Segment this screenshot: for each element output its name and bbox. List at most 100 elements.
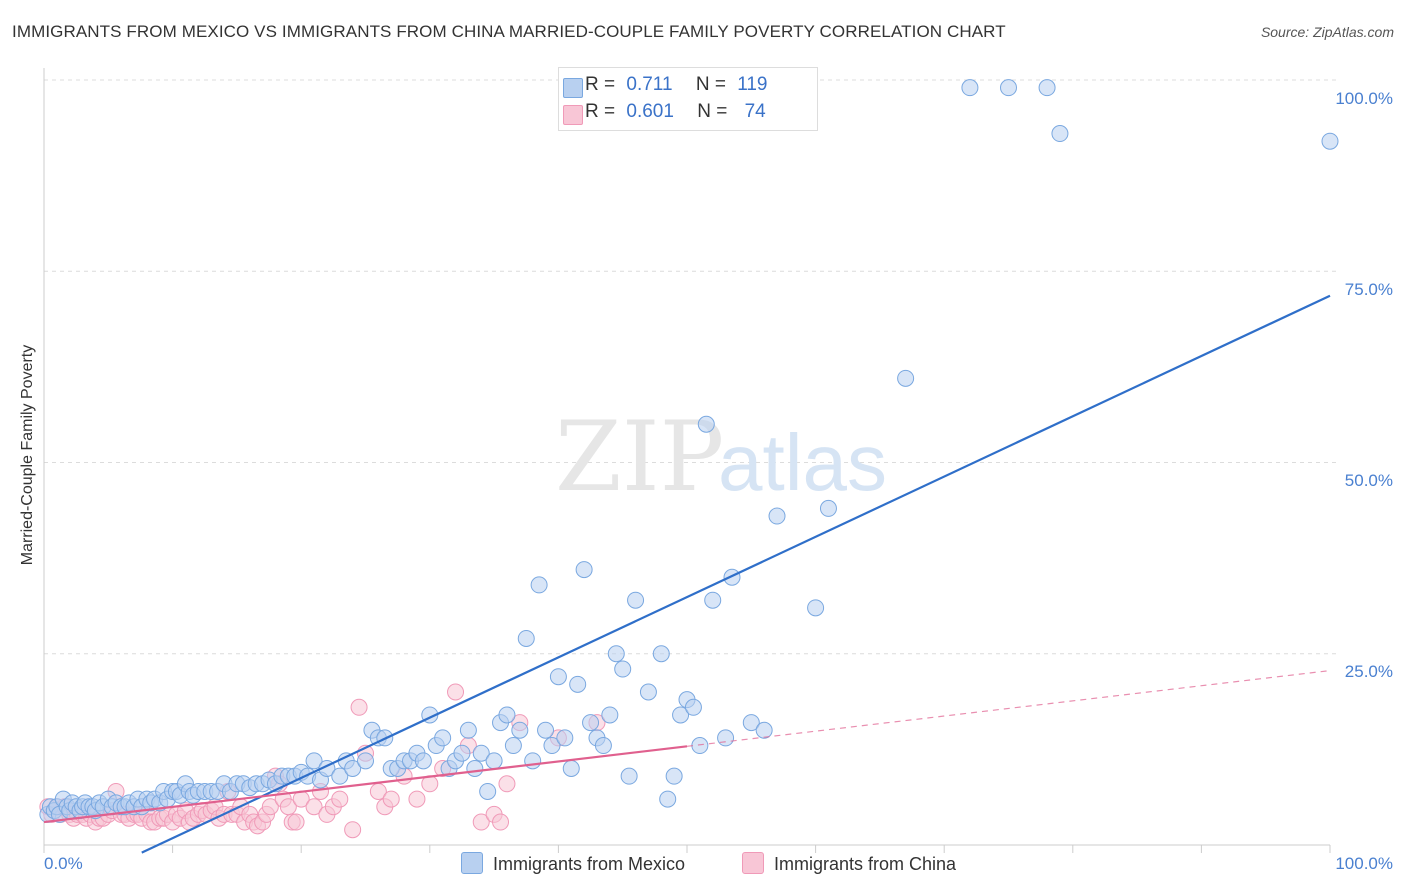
mexico-point: [504, 737, 522, 755]
mexico-swatch: [563, 78, 583, 98]
china-point: [350, 698, 368, 716]
mexico-point: [530, 576, 548, 594]
china-point: [492, 813, 510, 831]
x-tick-label-0: 0.0%: [44, 854, 83, 873]
legend-item-china[interactable]: Immigrants from China: [742, 852, 956, 875]
mexico-point: [569, 675, 587, 693]
mexico-point: [453, 744, 471, 762]
china-point: [344, 821, 362, 839]
legend-mexico-swatch: [461, 852, 483, 874]
mexico-point: [562, 760, 580, 777]
china-point: [472, 813, 490, 831]
mexico-point: [1000, 79, 1017, 97]
mexico-point: [1321, 132, 1339, 150]
china-n-label: N =: [697, 101, 728, 122]
mexico-point: [549, 668, 567, 686]
mexico-point: [459, 721, 477, 739]
y-tick-label-75: 75.0%: [1345, 280, 1393, 299]
mexico-point: [479, 782, 497, 800]
mexico-point: [511, 721, 529, 739]
mexico-point: [961, 79, 979, 97]
mexico-point: [543, 737, 561, 755]
mexico-trend-line: [141, 294, 1331, 854]
mexico-point: [897, 369, 915, 387]
y-tick-label-100: 100.0%: [1335, 89, 1393, 108]
mexico-point: [524, 752, 542, 770]
china-n-value: 74: [744, 101, 766, 122]
china-point: [382, 790, 400, 808]
china-r-value: 0.601: [626, 101, 674, 122]
china-swatch: [563, 105, 583, 125]
mexico-point: [768, 507, 786, 525]
x-tick-label-100: 100.0%: [1335, 854, 1393, 873]
axes: [43, 68, 1331, 853]
mexico-point: [819, 499, 837, 517]
mexico-point: [659, 790, 677, 808]
mexico-point: [537, 721, 555, 739]
mexico-point: [742, 714, 760, 732]
china-trend-line: [43, 745, 688, 824]
mexico-point: [697, 415, 715, 433]
mexico-point: [627, 591, 645, 609]
series-legend: Immigrants from Mexico Immigrants from C…: [0, 852, 1406, 878]
source-label: Source: ZipAtlas.com: [1260, 24, 1394, 40]
legend-row-china: R = 0.601 N = 74: [563, 101, 766, 127]
mexico-point: [1038, 79, 1056, 97]
mexico-point: [672, 706, 690, 724]
mexico-point: [652, 645, 670, 663]
china-point: [261, 798, 279, 816]
y-tick-label-25: 25.0%: [1345, 662, 1393, 681]
watermark-atlas: atlas: [718, 418, 887, 507]
trend-lines: [43, 294, 1331, 854]
mexico-point: [723, 568, 741, 586]
mexico-point: [620, 767, 638, 785]
mexico-point: [639, 683, 657, 701]
mexico-point: [684, 698, 702, 716]
china-point: [287, 813, 305, 831]
mexico-point: [665, 767, 683, 785]
china-point: [498, 775, 516, 793]
mexico-point: [614, 660, 632, 678]
chart-title: IMMIGRANTS FROM MEXICO VS IMMIGRANTS FRO…: [12, 22, 1006, 41]
mexico-point: [1051, 125, 1069, 143]
mexico-point: [357, 752, 374, 770]
china-point: [408, 790, 426, 808]
mexico-r-value: 0.711: [626, 74, 673, 95]
watermark-zip: ZIP: [555, 401, 724, 513]
mexico-point: [498, 706, 516, 724]
mexico-point: [344, 760, 362, 777]
mexico-point: [755, 721, 773, 739]
china-point: [331, 790, 349, 808]
mexico-point: [305, 752, 323, 770]
mexico-r-label: R =: [585, 74, 616, 95]
mexico-point: [807, 599, 825, 617]
china-r-label: R =: [585, 101, 616, 122]
gridlines: [44, 79, 1338, 655]
legend-row-mexico: R = 0.711 N = 119: [563, 74, 768, 100]
legend-china-label: Immigrants from China: [774, 854, 957, 874]
china-point: [305, 798, 323, 816]
y-tick-label-50: 50.0%: [1345, 471, 1393, 490]
mexico-point: [331, 767, 349, 785]
watermark: ZIP atlas: [555, 401, 887, 513]
mexico-point: [485, 752, 503, 770]
mexico-point: [517, 629, 535, 647]
mexico-point: [691, 737, 709, 755]
china-trend-extension: [686, 669, 1331, 747]
mexico-point: [575, 561, 593, 579]
mexico-point: [704, 591, 722, 609]
mexico-n-value: 119: [737, 74, 768, 95]
mexico-point: [607, 645, 625, 663]
tick-labels: 100.0% 75.0% 50.0% 25.0% 0.0% 100.0%: [44, 89, 1393, 873]
mexico-point: [582, 714, 600, 732]
mexico-point: [717, 729, 735, 747]
mexico-point: [601, 706, 619, 724]
legend-china-swatch: [742, 852, 764, 874]
mexico-point: [434, 729, 452, 747]
mexico-point: [556, 729, 574, 747]
legend-item-mexico[interactable]: Immigrants from Mexico: [461, 852, 685, 875]
mexico-point: [594, 737, 612, 755]
china-point: [447, 683, 465, 701]
mexico-point: [414, 752, 432, 770]
